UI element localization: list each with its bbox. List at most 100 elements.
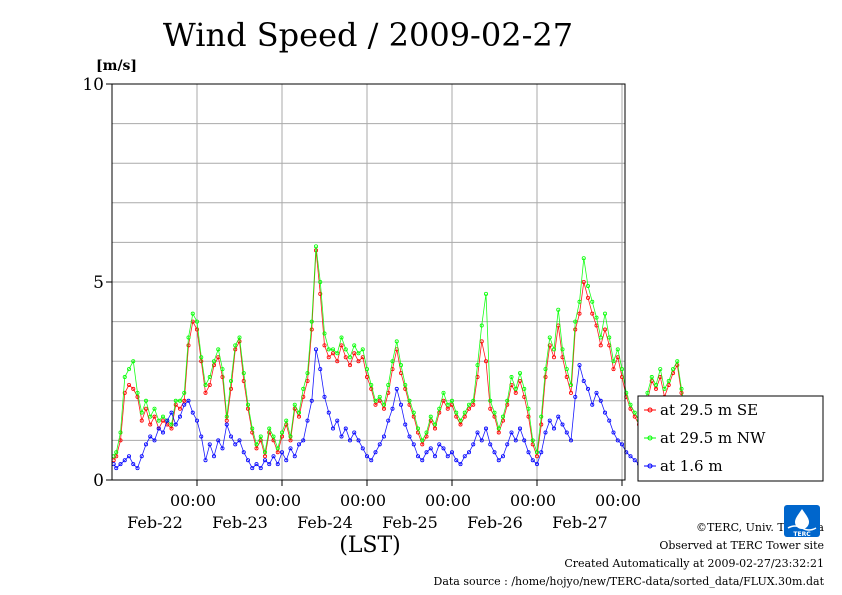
data-point bbox=[335, 351, 340, 356]
data-point bbox=[611, 359, 616, 364]
data-point bbox=[564, 367, 569, 372]
data-point bbox=[381, 402, 386, 407]
data-point bbox=[420, 458, 425, 463]
terc-logo: TERC bbox=[784, 505, 820, 538]
data-point bbox=[471, 402, 476, 407]
data-point bbox=[513, 438, 518, 443]
data-point bbox=[603, 410, 608, 415]
data-point bbox=[603, 327, 608, 332]
data-point bbox=[296, 414, 301, 419]
data-point bbox=[318, 367, 323, 372]
legend-marker bbox=[647, 407, 653, 413]
data-point bbox=[526, 450, 531, 455]
data-point bbox=[403, 382, 408, 387]
data-point bbox=[535, 454, 540, 459]
data-point bbox=[356, 438, 361, 443]
data-point bbox=[569, 390, 574, 395]
data-point bbox=[496, 458, 501, 463]
data-point bbox=[160, 430, 165, 435]
logo-text: TERC bbox=[793, 531, 811, 538]
data-point bbox=[139, 410, 144, 415]
data-point bbox=[488, 442, 493, 447]
data-point bbox=[118, 430, 123, 435]
data-point bbox=[509, 375, 514, 380]
data-point bbox=[343, 347, 348, 352]
data-point bbox=[152, 414, 157, 419]
data-point bbox=[322, 343, 327, 348]
data-point bbox=[594, 315, 599, 320]
data-point bbox=[454, 458, 459, 463]
data-point bbox=[620, 442, 625, 447]
data-point bbox=[173, 422, 178, 427]
data-point bbox=[339, 343, 344, 348]
x-axis-ticks: 00:00 Feb-22 00:00 Feb-23 00:00 Feb-24 00:00 Fe… bbox=[127, 480, 641, 532]
data-point bbox=[330, 351, 335, 356]
data-point bbox=[403, 422, 408, 427]
data-point bbox=[143, 398, 148, 403]
data-point bbox=[279, 434, 284, 439]
data-point bbox=[394, 386, 399, 391]
data-point bbox=[492, 410, 497, 415]
data-point bbox=[135, 390, 140, 395]
data-point bbox=[148, 434, 153, 439]
data-point bbox=[586, 283, 591, 288]
data-point bbox=[216, 347, 221, 352]
data-point bbox=[267, 426, 272, 431]
data-point bbox=[373, 402, 378, 407]
data-point bbox=[233, 442, 238, 447]
data-point bbox=[194, 327, 199, 332]
data-point bbox=[543, 375, 548, 380]
x-tick-time: 00:00 bbox=[170, 491, 216, 510]
data-point bbox=[207, 375, 212, 380]
y-axis-label: [m/s] bbox=[96, 58, 137, 74]
data-point bbox=[377, 398, 382, 403]
data-point bbox=[220, 367, 225, 372]
data-point bbox=[586, 386, 591, 391]
data-point bbox=[424, 430, 429, 435]
data-point bbox=[139, 454, 144, 459]
data-point bbox=[173, 398, 178, 403]
data-point bbox=[152, 406, 157, 411]
data-point bbox=[156, 418, 161, 423]
x-tick-date: Feb-22 bbox=[127, 513, 183, 532]
data-point bbox=[275, 462, 280, 467]
data-point bbox=[590, 402, 595, 407]
data-point bbox=[203, 390, 208, 395]
data-point bbox=[649, 378, 654, 383]
data-point bbox=[190, 410, 195, 415]
data-point bbox=[326, 347, 331, 352]
data-point bbox=[373, 450, 378, 455]
data-point bbox=[364, 454, 369, 459]
data-point bbox=[530, 438, 535, 443]
data-point bbox=[211, 454, 216, 459]
legend: at 29.5 m SE at 29.5 m NW at 1.6 m bbox=[637, 395, 824, 482]
data-point bbox=[386, 382, 391, 387]
data-point bbox=[364, 367, 369, 372]
data-point bbox=[267, 462, 272, 467]
data-point bbox=[513, 386, 518, 391]
data-point bbox=[662, 386, 667, 391]
data-point bbox=[301, 438, 306, 443]
data-point bbox=[577, 311, 582, 316]
data-point bbox=[262, 458, 267, 463]
data-point bbox=[288, 434, 293, 439]
data-point bbox=[228, 434, 233, 439]
data-point bbox=[539, 450, 544, 455]
data-point bbox=[530, 458, 535, 463]
data-point bbox=[318, 291, 323, 296]
data-point bbox=[143, 442, 148, 447]
data-point bbox=[369, 458, 374, 463]
y-tick-label: 0 bbox=[93, 471, 104, 491]
data-point bbox=[581, 256, 586, 261]
data-point bbox=[114, 466, 119, 471]
data-point bbox=[479, 323, 484, 328]
data-point bbox=[475, 363, 480, 368]
data-point bbox=[573, 394, 578, 399]
data-point bbox=[509, 430, 514, 435]
data-point bbox=[415, 454, 420, 459]
data-point bbox=[432, 454, 437, 459]
data-point bbox=[347, 363, 352, 368]
data-point bbox=[309, 398, 314, 403]
data-point bbox=[127, 454, 132, 459]
data-point bbox=[381, 434, 386, 439]
